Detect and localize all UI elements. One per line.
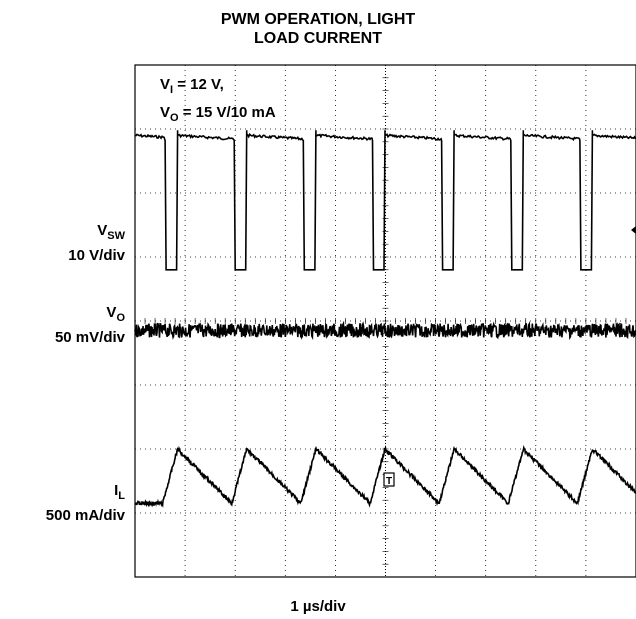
il-name: IL [114, 482, 125, 502]
trace-il [134, 444, 636, 509]
vo-name: VO [106, 304, 125, 324]
trigger-marker-box [383, 472, 395, 487]
vo-scale: 50 mV/div [54, 329, 125, 346]
chart-title-line2: LOAD CURRENT [254, 30, 382, 47]
grid [134, 64, 636, 578]
condition-vo: VO = 15 V/10 mA [160, 104, 276, 124]
trigger-marker: T [383, 472, 395, 487]
vsw-name: VSW [97, 222, 125, 242]
chart-title-line1: PWM OPERATION, LIGHT [220, 11, 416, 28]
traces [134, 130, 636, 509]
trigger-marker-glyph: T [386, 476, 392, 487]
level-arrow [631, 226, 636, 234]
trace-vsw [134, 130, 636, 271]
condition-vi: VI = 12 V, [160, 76, 224, 96]
x-axis-label: 1 µs/div [290, 598, 346, 615]
vsw-scale: 10 V/div [68, 247, 125, 264]
trace-vo [134, 320, 636, 341]
il-scale: 500 mA/div [45, 507, 125, 524]
